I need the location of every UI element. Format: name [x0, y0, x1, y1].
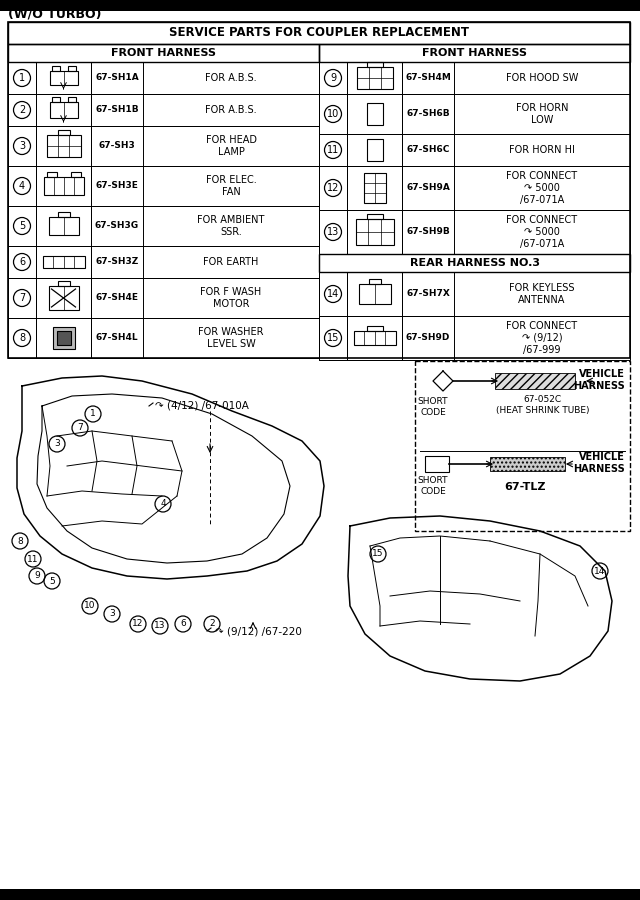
Bar [8, 62, 36, 94]
Bar [402, 166, 454, 210]
Bar [347, 166, 402, 210]
Bar [8, 318, 36, 358]
Bar [402, 272, 454, 316]
Bar [51, 66, 60, 71]
Text: 3: 3 [19, 141, 25, 151]
Text: FOR A.B.S.: FOR A.B.S. [205, 105, 257, 115]
Bar [8, 94, 319, 126]
Bar [91, 318, 143, 358]
Bar [47, 172, 56, 177]
Bar [91, 166, 143, 206]
Text: 10: 10 [84, 601, 96, 610]
Bar [8, 22, 630, 44]
Bar [44, 177, 83, 195]
Bar [8, 62, 319, 94]
Text: 1: 1 [90, 410, 96, 418]
Bar [347, 94, 402, 134]
Bar [367, 214, 383, 219]
Bar [347, 62, 402, 94]
Bar [347, 134, 402, 166]
Bar [36, 126, 91, 166]
Text: 13: 13 [327, 227, 339, 237]
Text: 15: 15 [327, 333, 339, 343]
Text: 67-SH3: 67-SH3 [99, 141, 136, 150]
Text: 7: 7 [77, 424, 83, 433]
Bar [319, 134, 347, 166]
Bar [67, 97, 76, 102]
Text: FOR ELEC.
FAN: FOR ELEC. FAN [205, 175, 257, 197]
Bar [495, 373, 575, 389]
Bar [319, 210, 630, 254]
Bar [8, 278, 36, 318]
Text: FOR HORN
LOW: FOR HORN LOW [516, 103, 568, 125]
Text: 3: 3 [109, 609, 115, 618]
Text: 7: 7 [19, 293, 25, 303]
Bar [91, 206, 143, 246]
Bar [36, 318, 91, 358]
Text: 11: 11 [327, 145, 339, 155]
Text: 67-SH3G: 67-SH3G [95, 221, 139, 230]
Text: FOR HOOD SW: FOR HOOD SW [506, 73, 578, 83]
Text: 9: 9 [330, 73, 336, 83]
Text: 67-SH3Z: 67-SH3Z [95, 257, 139, 266]
Text: 10: 10 [327, 109, 339, 119]
Bar [36, 62, 91, 94]
Text: 9: 9 [34, 572, 40, 580]
Bar [319, 134, 630, 166]
Text: FOR KEYLESS
ANTENNA: FOR KEYLESS ANTENNA [509, 283, 575, 305]
Bar [49, 71, 77, 85]
Text: 4: 4 [19, 181, 25, 191]
Text: FOR EARTH: FOR EARTH [204, 257, 259, 267]
Text: VEHICLE
HARNESS: VEHICLE HARNESS [573, 452, 625, 474]
Bar [8, 206, 319, 246]
Bar [358, 284, 390, 304]
Text: 4: 4 [160, 500, 166, 508]
Text: FRONT HARNESS: FRONT HARNESS [422, 48, 527, 58]
Bar [8, 278, 319, 318]
Bar [355, 219, 394, 245]
Text: 67-SH1B: 67-SH1B [95, 105, 139, 114]
Text: FOR AMBIENT
SSR.: FOR AMBIENT SSR. [197, 215, 265, 238]
Text: SERVICE PARTS FOR COUPLER REPLACEMENT: SERVICE PARTS FOR COUPLER REPLACEMENT [169, 26, 469, 40]
Text: FOR CONNECT
↷ 5000
/67-071A: FOR CONNECT ↷ 5000 /67-071A [506, 214, 577, 249]
Bar [36, 166, 91, 206]
Text: 67-SH9D: 67-SH9D [406, 334, 450, 343]
Text: 67-SH9B: 67-SH9B [406, 228, 450, 237]
Text: 15: 15 [372, 550, 384, 559]
Bar [58, 212, 70, 217]
Bar [353, 331, 396, 345]
Bar [369, 279, 381, 284]
Bar [70, 172, 81, 177]
Text: 67-SH4E: 67-SH4E [95, 293, 138, 302]
Bar [367, 139, 383, 161]
Bar [8, 246, 36, 278]
Text: FOR CONNECT
↷ (9/12)
/67-999: FOR CONNECT ↷ (9/12) /67-999 [506, 320, 577, 356]
Text: (W/O TURBO): (W/O TURBO) [8, 7, 102, 21]
Bar [402, 210, 454, 254]
Text: 1: 1 [19, 73, 25, 83]
Bar [319, 94, 347, 134]
Text: 5: 5 [49, 577, 55, 586]
Bar [49, 102, 77, 118]
Bar [36, 246, 91, 278]
Bar [91, 62, 143, 94]
Text: FOR WASHER
LEVEL SW: FOR WASHER LEVEL SW [198, 327, 264, 349]
Text: 13: 13 [154, 622, 166, 631]
Bar [402, 316, 454, 360]
Bar [91, 126, 143, 166]
Text: 8: 8 [17, 536, 23, 545]
Bar [347, 316, 402, 360]
Bar [319, 272, 347, 316]
Text: 6: 6 [180, 619, 186, 628]
Text: 67-SH9A: 67-SH9A [406, 184, 450, 193]
Bar [8, 126, 319, 166]
Bar [415, 361, 630, 531]
Text: 6: 6 [19, 257, 25, 267]
Bar [319, 272, 630, 316]
Bar [56, 331, 70, 345]
Bar [319, 316, 347, 360]
Bar [51, 97, 60, 102]
Text: 12: 12 [327, 183, 339, 193]
Text: FOR CONNECT
↷ 5000
/67-071A: FOR CONNECT ↷ 5000 /67-071A [506, 171, 577, 205]
Bar [49, 286, 79, 310]
